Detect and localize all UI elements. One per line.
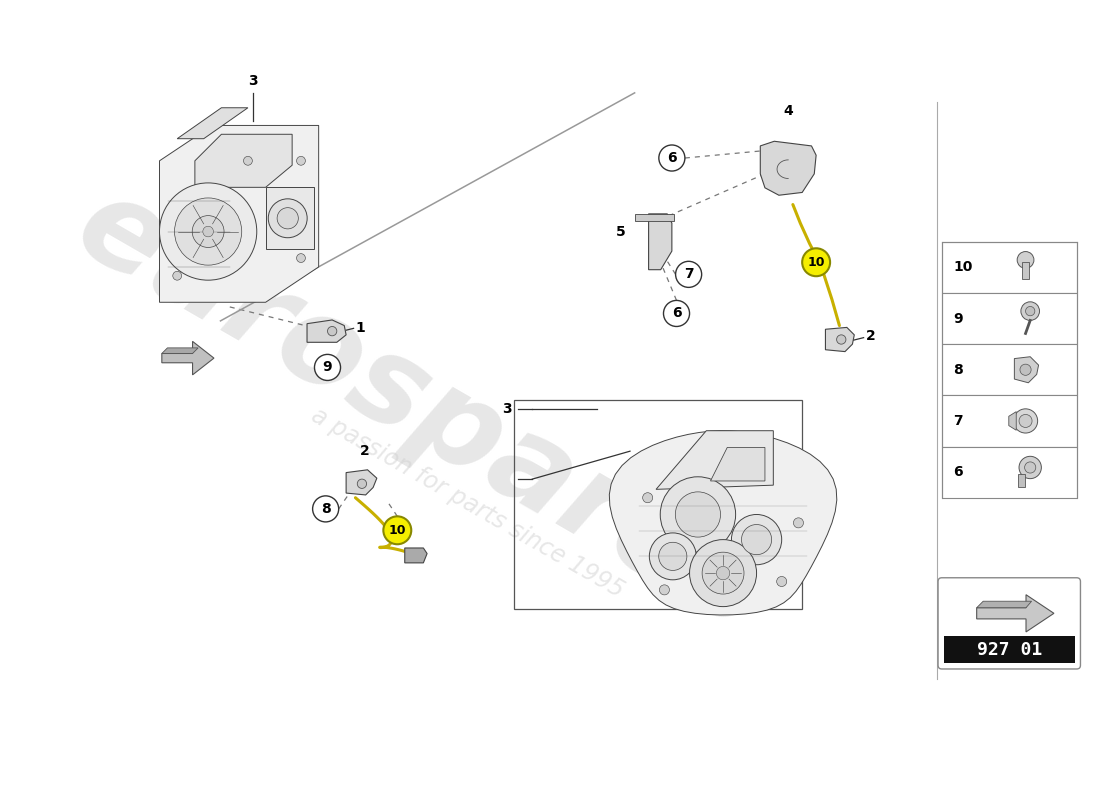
Circle shape [160, 183, 256, 280]
Polygon shape [825, 327, 855, 352]
Bar [942, 293, 1077, 344]
Circle shape [649, 533, 696, 580]
Bar [942, 242, 1077, 293]
Circle shape [1020, 364, 1031, 375]
Polygon shape [711, 447, 764, 481]
Circle shape [328, 326, 337, 336]
Circle shape [1019, 456, 1042, 478]
Polygon shape [1009, 412, 1016, 430]
Circle shape [1018, 251, 1034, 268]
Polygon shape [649, 214, 672, 270]
Circle shape [716, 566, 729, 580]
Circle shape [1024, 462, 1036, 473]
Circle shape [702, 552, 744, 594]
Text: 8: 8 [321, 502, 330, 516]
Text: 927 01: 927 01 [977, 641, 1042, 658]
Circle shape [358, 479, 366, 489]
Circle shape [268, 199, 307, 238]
Polygon shape [195, 134, 293, 187]
Circle shape [297, 156, 306, 166]
Text: 6: 6 [667, 151, 676, 165]
Bar [942, 446, 1077, 498]
Circle shape [1019, 414, 1032, 427]
Polygon shape [177, 108, 248, 138]
Circle shape [173, 271, 182, 280]
Text: 9: 9 [322, 361, 332, 374]
Bar [635, 214, 673, 222]
Circle shape [690, 540, 757, 606]
Circle shape [675, 492, 720, 537]
Circle shape [202, 226, 213, 237]
Bar [1019, 474, 1024, 487]
Circle shape [642, 493, 652, 502]
Text: 9: 9 [953, 311, 962, 326]
Bar [942, 344, 1077, 395]
Text: 10: 10 [388, 524, 406, 537]
Circle shape [837, 335, 846, 344]
Polygon shape [656, 430, 773, 490]
Polygon shape [160, 126, 319, 302]
Text: 2: 2 [360, 444, 370, 458]
Circle shape [1021, 302, 1040, 321]
Text: 1: 1 [355, 322, 365, 335]
Text: 7: 7 [953, 414, 962, 428]
Circle shape [175, 198, 242, 265]
Text: 6: 6 [672, 306, 681, 321]
Text: eurospares: eurospares [57, 166, 784, 653]
Circle shape [243, 156, 252, 166]
Circle shape [741, 525, 771, 554]
Circle shape [659, 585, 670, 595]
Circle shape [732, 514, 782, 565]
Text: 5: 5 [616, 226, 625, 239]
Text: 10: 10 [807, 256, 825, 269]
Circle shape [802, 248, 830, 276]
Polygon shape [760, 142, 816, 195]
Circle shape [277, 208, 298, 229]
Text: a passion for parts since 1995: a passion for parts since 1995 [307, 402, 628, 602]
Circle shape [660, 477, 736, 552]
Text: 4: 4 [783, 104, 793, 118]
Circle shape [1013, 409, 1037, 433]
Polygon shape [977, 602, 1032, 608]
Circle shape [659, 542, 686, 570]
Circle shape [1025, 306, 1035, 316]
Circle shape [383, 516, 411, 544]
Bar [514, 400, 802, 610]
Text: 2: 2 [866, 329, 876, 342]
Text: 3: 3 [249, 74, 257, 88]
Polygon shape [265, 187, 315, 250]
Polygon shape [162, 348, 198, 354]
Circle shape [297, 254, 306, 262]
Circle shape [675, 262, 702, 287]
Polygon shape [307, 320, 346, 342]
Text: 8: 8 [953, 362, 962, 377]
Circle shape [777, 577, 786, 586]
Circle shape [663, 301, 690, 326]
Polygon shape [977, 594, 1054, 632]
Bar [942, 395, 1077, 446]
Polygon shape [405, 548, 427, 563]
Polygon shape [609, 430, 837, 615]
Polygon shape [162, 342, 214, 375]
Bar [944, 636, 1075, 663]
FancyBboxPatch shape [938, 578, 1080, 669]
Polygon shape [1014, 357, 1038, 382]
Bar [1022, 262, 1030, 278]
Text: 6: 6 [953, 465, 962, 479]
Circle shape [659, 145, 685, 171]
Circle shape [192, 216, 224, 247]
Text: 3: 3 [503, 402, 512, 416]
Circle shape [315, 354, 341, 381]
Text: 7: 7 [684, 267, 693, 282]
Circle shape [312, 496, 339, 522]
Text: 10: 10 [953, 260, 972, 274]
Polygon shape [346, 470, 377, 495]
Circle shape [793, 518, 803, 528]
